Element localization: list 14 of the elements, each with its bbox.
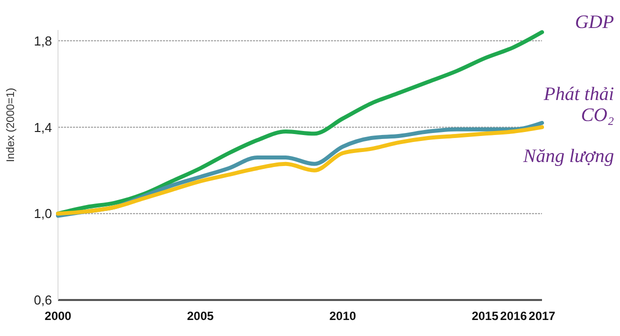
series-label: Phát thải CO₂ <box>542 84 614 126</box>
x-tick-label: 2005 <box>187 309 214 323</box>
y-tick-label: 1,0 <box>34 206 52 222</box>
x-tick-label: 2000 <box>44 309 72 323</box>
series-label: Năng lượng <box>522 146 614 167</box>
y-tick-label: 1,8 <box>34 33 52 48</box>
x-tick-label: 2016 <box>500 309 528 323</box>
y-axis-title: Index (2000=1) <box>5 88 17 162</box>
y-tick-label: 0,6 <box>34 292 52 308</box>
series-label: GDP <box>574 12 614 33</box>
x-tick-label: 2015 <box>472 309 499 323</box>
y-tick-label: 1,4 <box>34 120 52 135</box>
x-tick-label: 2010 <box>329 309 356 323</box>
x-tick-label: 2017 <box>528 309 556 323</box>
